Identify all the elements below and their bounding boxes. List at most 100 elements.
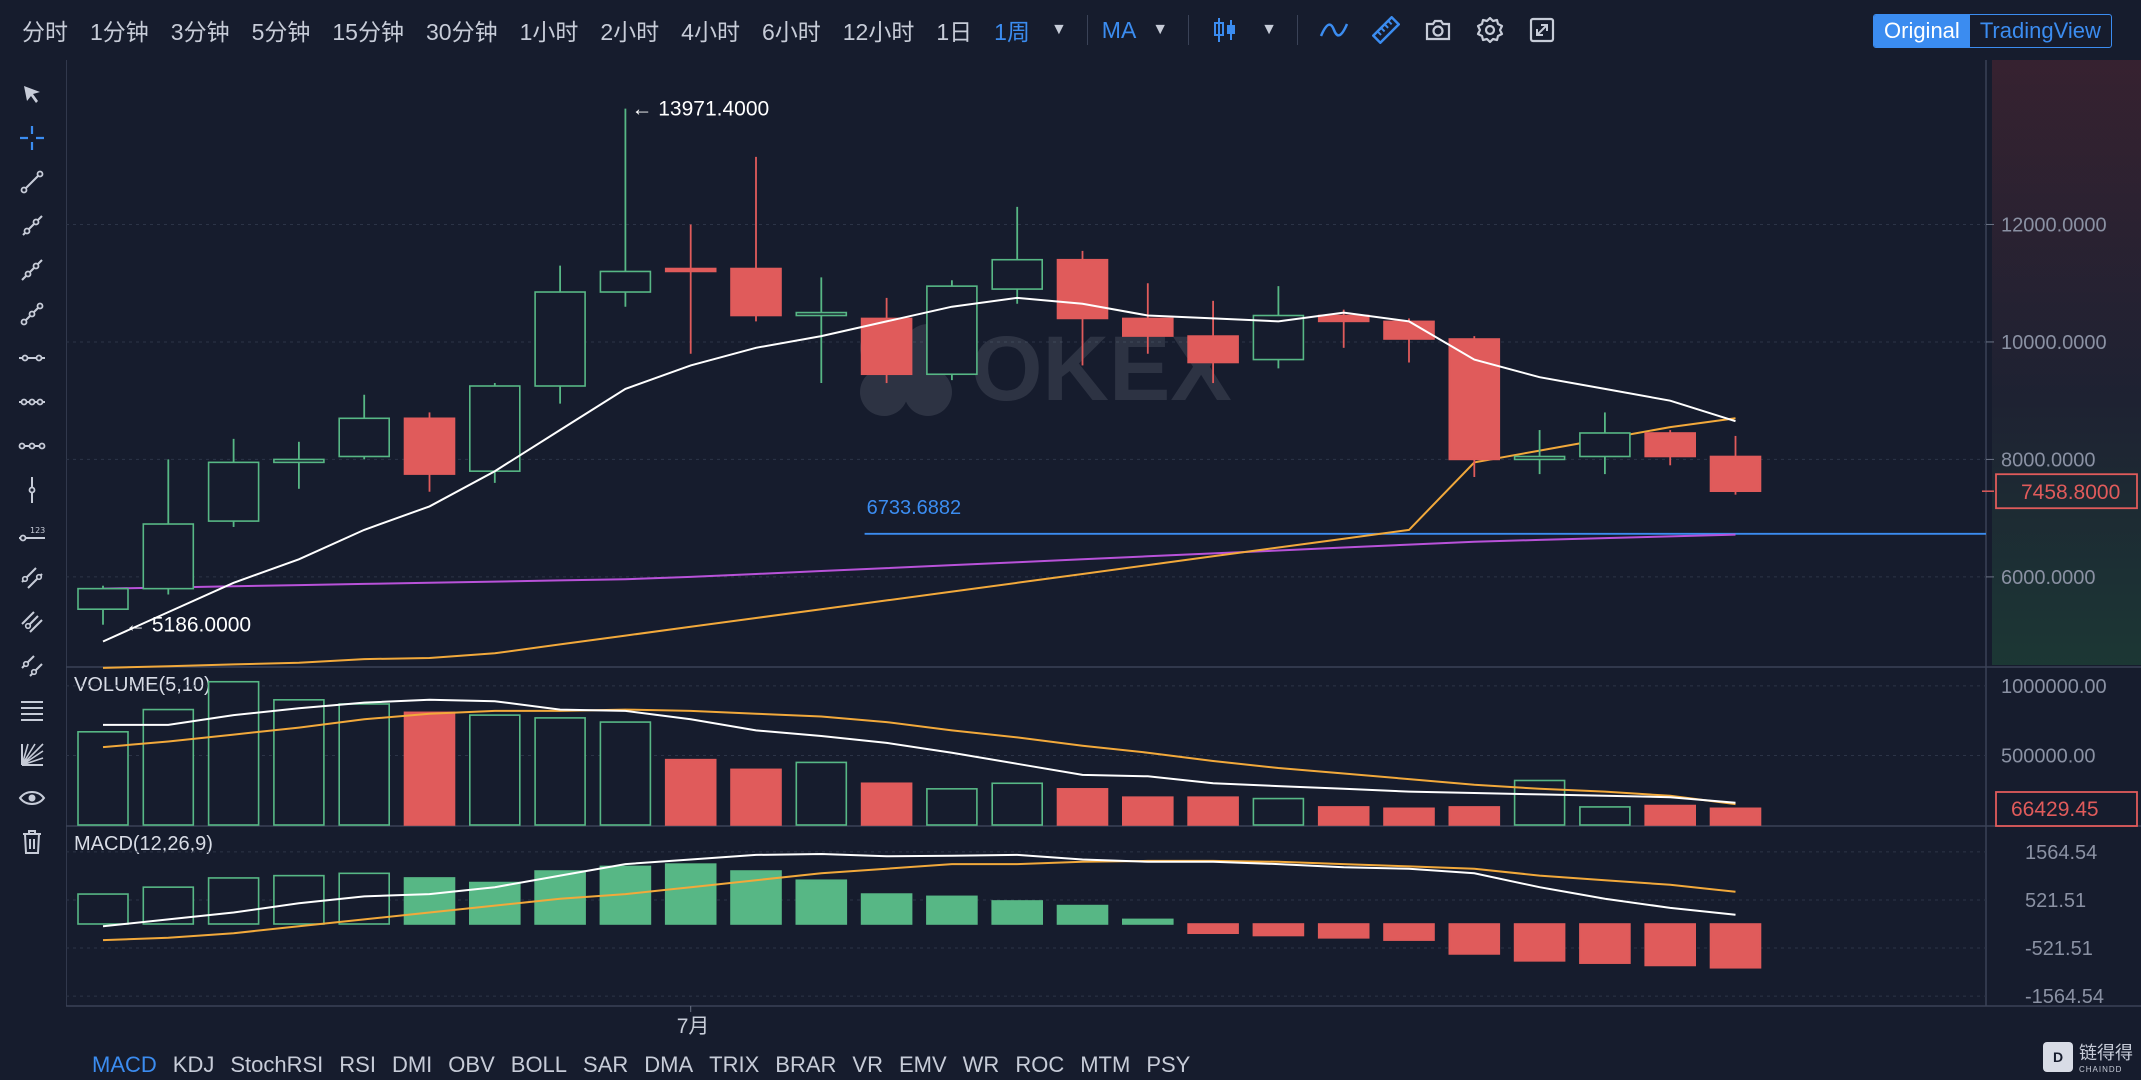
volume-bar: [795, 761, 848, 826]
volume-bar: [273, 699, 325, 826]
indicator-tab-trix[interactable]: TRIX: [709, 1052, 760, 1077]
ruler-icon[interactable]: [1369, 13, 1403, 47]
info-line-icon[interactable]: [16, 298, 48, 330]
indicator-tab-obv[interactable]: OBV: [448, 1052, 495, 1077]
price-tick-label: 12000.0000: [2001, 214, 2107, 236]
volume-tick-label: 1000000.00: [2001, 676, 2107, 698]
timeframe-tab-5[interactable]: 30分钟: [425, 19, 498, 45]
timeframe-more-dropdown[interactable]: ▼: [1050, 21, 1067, 38]
macd-histogram-bar: [991, 900, 1044, 925]
indicator-bar: MACD KDJ StochRSI RSI DMI OBV BOLL SAR DMA TRIX BR…: [0, 1050, 2141, 1080]
cursor-icon[interactable]: [16, 78, 48, 110]
candle-type-dropdown[interactable]: ▼: [1261, 21, 1277, 38]
volume-bar: [926, 788, 978, 826]
indicator-tab-macd[interactable]: MACD: [92, 1052, 157, 1077]
timeframe-tab-6[interactable]: 1小时: [519, 19, 579, 45]
last-volume-label: 66429.45: [2011, 798, 2099, 821]
candle-body: [207, 461, 260, 522]
macd-histogram-bar: [1579, 923, 1631, 964]
timeframe-tab-10[interactable]: 12小时: [842, 19, 915, 45]
horizontal-ray-icon[interactable]: [16, 386, 48, 418]
fib-fan-icon[interactable]: [16, 738, 48, 770]
indicator-tab-mtm[interactable]: MTM: [1080, 1052, 1131, 1077]
ma10-line: [102, 417, 1736, 669]
timeframe-tab-0[interactable]: 分时: [22, 19, 68, 45]
volume-title: VOLUME(5,10): [74, 674, 211, 696]
timeframe-tab-3[interactable]: 5分钟: [251, 19, 311, 45]
macd-histogram-bar: [1709, 923, 1762, 969]
indicator-tab-rsi[interactable]: RSI: [339, 1052, 376, 1077]
candle-body: [1709, 455, 1762, 493]
horizontal-line-icon[interactable]: [16, 342, 48, 374]
camera-icon[interactable]: [1421, 13, 1455, 47]
candle-body: [468, 385, 521, 472]
timeframe-tab-12[interactable]: 1周: [994, 19, 1030, 45]
candle-body: [1448, 338, 1501, 461]
okex-logo-icon: [904, 368, 952, 416]
indicator-tab-roc[interactable]: ROC: [1015, 1052, 1065, 1077]
extended-line-icon[interactable]: [16, 254, 48, 286]
timeframe-tab-9[interactable]: 6小时: [761, 19, 821, 45]
macd-histogram-bar: [77, 893, 129, 925]
volume-bar: [1122, 796, 1174, 826]
macd-histogram-bar: [1187, 923, 1239, 935]
price-label-icon[interactable]: 123: [16, 518, 48, 550]
macd-histogram-bar: [207, 877, 260, 925]
ma-select[interactable]: MA: [1101, 16, 1137, 43]
volume-bar: [730, 768, 782, 826]
macd-histogram-bar: [1252, 923, 1305, 937]
timeframe-tab-8[interactable]: 4小时: [681, 19, 740, 45]
candle-type-icon[interactable]: [1208, 13, 1242, 47]
fullscreen-icon[interactable]: [1525, 13, 1559, 47]
vertical-line-icon[interactable]: [16, 474, 48, 506]
pitchfork-icon[interactable]: [16, 606, 48, 638]
indicator-tab-sar[interactable]: SAR: [583, 1052, 629, 1077]
indicator-tab-brar[interactable]: BRAR: [775, 1052, 837, 1077]
ma-dropdown-icon[interactable]: ▼: [1152, 21, 1169, 38]
volume-bar: [1709, 807, 1762, 826]
last-volume-box: [1995, 791, 2138, 827]
volume-bar: [1644, 804, 1696, 826]
timeframe-tab-2[interactable]: 3分钟: [170, 19, 230, 45]
timeframe-tab-7[interactable]: 2小时: [600, 19, 660, 45]
indicator-tab-emv[interactable]: EMV: [898, 1052, 947, 1077]
indicator-tab-dma[interactable]: DMA: [644, 1052, 694, 1077]
gear-icon[interactable]: [1473, 13, 1507, 47]
indicator-tab-stochrsi[interactable]: StochRSI: [230, 1052, 324, 1077]
svg-text:123: 123: [30, 526, 45, 535]
volume-ma10-line: [102, 708, 1736, 806]
fib-icon[interactable]: [16, 650, 48, 682]
candle-body: [599, 270, 652, 293]
trend-line-icon[interactable]: [16, 166, 48, 198]
fib-levels-icon[interactable]: [16, 694, 48, 726]
candle-body: [77, 587, 129, 610]
crosshair-icon[interactable]: [16, 122, 48, 154]
parallel-channel-icon[interactable]: [16, 562, 48, 594]
timeframe-tab-11[interactable]: 1日: [936, 19, 973, 45]
x-axis-month-label: 7月: [677, 1015, 710, 1038]
eye-icon[interactable]: [16, 782, 48, 814]
indicator-tab-wr[interactable]: WR: [962, 1052, 1000, 1077]
tradingview-mode-button[interactable]: TradingView: [1979, 18, 2101, 43]
indicator-tab-psy[interactable]: PSY: [1146, 1052, 1191, 1077]
line-draw-icon[interactable]: [1317, 13, 1351, 47]
volume-bar: [664, 758, 717, 826]
indicator-tabs: MACD KDJ StochRSI RSI DMI OBV BOLL SAR DMA TRIX BR…: [0, 1052, 1198, 1078]
indicator-tab-vr[interactable]: VR: [852, 1052, 883, 1077]
okex-brand-text: OKEX: [971, 318, 1232, 420]
price-tick-label: 10000.0000: [2001, 332, 2107, 354]
trash-icon[interactable]: [16, 826, 48, 858]
indicator-tab-dmi[interactable]: DMI: [391, 1052, 433, 1077]
timeframe-tab-4[interactable]: 15分钟: [332, 19, 404, 45]
chart-area[interactable]: 6000.0000 8000.0000 10000.0000 12000.0000 OK…: [66, 60, 2141, 1050]
ray-icon[interactable]: [16, 210, 48, 242]
volume-bar: [142, 708, 195, 826]
timeframe-tab-1[interactable]: 1分钟: [90, 19, 149, 45]
candle-body: [338, 417, 391, 458]
indicator-tab-kdj[interactable]: KDJ: [172, 1052, 215, 1077]
drawing-toolbar: 123: [0, 60, 66, 1020]
horizontal-segment-icon[interactable]: [16, 430, 48, 462]
indicator-tab-boll[interactable]: BOLL: [510, 1052, 568, 1077]
candle-body: [1122, 317, 1174, 337]
original-mode-button[interactable]: Original: [1874, 15, 1970, 47]
